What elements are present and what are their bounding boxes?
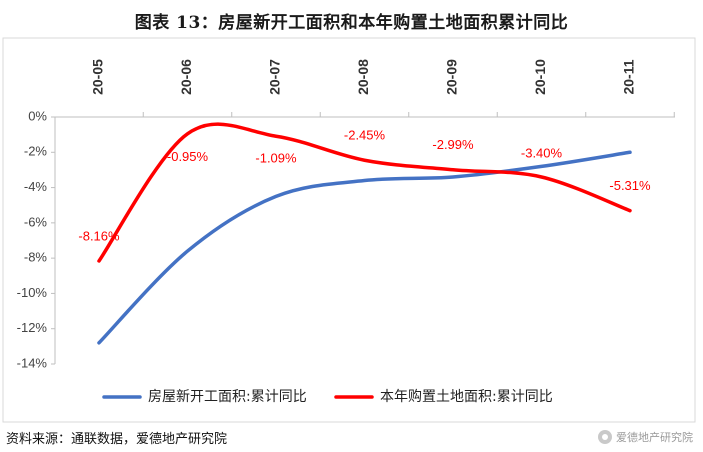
- brand-name: 爱德地产研究院: [616, 431, 693, 444]
- y-tick-label: -2%: [24, 144, 48, 159]
- data-label: -2.45%: [344, 128, 386, 143]
- legend-label: 房屋新开工面积:累计同比: [148, 389, 307, 405]
- x-tick-label: 20-06: [178, 59, 194, 95]
- chart-frame: [2, 37, 696, 423]
- x-tick-label: 20-10: [532, 59, 548, 95]
- data-label: -1.09%: [255, 151, 297, 166]
- x-tick-label: 20-07: [267, 59, 283, 95]
- y-tick-label: -10%: [17, 285, 48, 300]
- x-tick-label: 20-11: [621, 59, 637, 94]
- brand-watermark: 爱德地产研究院: [598, 429, 693, 445]
- chart-title: 图表 13：房屋新开工面积和本年购置土地面积累计同比: [134, 13, 569, 33]
- brand-logo-icon: [598, 430, 612, 444]
- data-label: -3.40%: [521, 145, 563, 160]
- y-tick-label: -4%: [24, 179, 48, 194]
- y-tick-label: -8%: [24, 250, 48, 265]
- data-label: -0.95%: [167, 149, 209, 164]
- y-tick-label: -12%: [17, 320, 48, 335]
- source-note: 资料来源：通联数据，爱德地产研究院: [6, 432, 228, 447]
- data-label: -8.16%: [78, 228, 120, 243]
- x-tick-label: 20-09: [444, 59, 460, 95]
- x-tick-label: 20-08: [355, 59, 371, 95]
- y-tick-label: -14%: [17, 355, 48, 370]
- data-label: -5.31%: [609, 178, 651, 193]
- legend-label: 本年购置土地面积:累计同比: [380, 389, 553, 405]
- data-label: -2.99%: [432, 137, 474, 152]
- y-tick-label: 0%: [28, 108, 47, 123]
- y-tick-label: -6%: [24, 214, 48, 229]
- x-tick-label: 20-05: [90, 59, 106, 95]
